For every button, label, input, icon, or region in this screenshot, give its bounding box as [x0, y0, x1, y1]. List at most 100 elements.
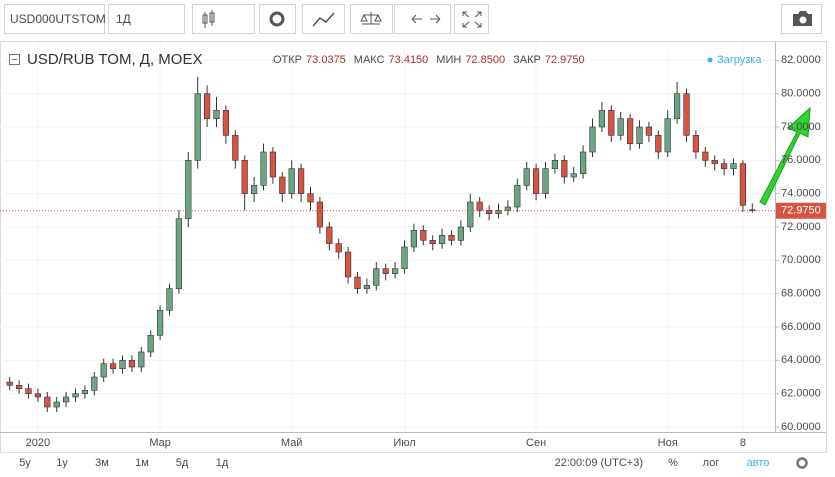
candle-body — [551, 160, 558, 169]
candle-body — [222, 110, 230, 136]
scale-button[interactable]: авто — [747, 457, 770, 469]
candle-body — [683, 93, 690, 136]
candle-body — [119, 360, 126, 369]
candle-body — [382, 268, 389, 274]
range-button[interactable]: 5у — [19, 457, 31, 469]
indicators-button[interactable] — [302, 4, 345, 34]
candle-body — [53, 401, 60, 408]
y-tick-label: 64.0000 — [781, 354, 821, 366]
ohlc-value: 72.8500 — [465, 54, 505, 66]
ohlc-value: 73.0375 — [306, 54, 346, 66]
candle-body — [438, 235, 446, 244]
range-button[interactable]: 1у — [56, 457, 68, 469]
range-button[interactable]: 1м — [135, 457, 149, 469]
candle-body — [260, 151, 267, 186]
candle-body — [344, 251, 352, 278]
candle-body — [185, 160, 192, 219]
candle-body — [711, 160, 718, 164]
candle-body — [326, 226, 333, 244]
footer: 5у 1у 3м 1м 5д 1д 22:00:09 (UTC+3)% лог авто — [19, 457, 769, 469]
candle-icon — [202, 10, 215, 28]
candle-body — [363, 285, 371, 289]
scale-button[interactable]: лог — [703, 457, 720, 469]
y-tick-label: 80.0000 — [781, 88, 821, 100]
fullscreen-icon — [462, 11, 482, 28]
candle-body — [702, 151, 709, 161]
candle-body — [138, 351, 145, 368]
candle-body — [147, 335, 154, 353]
arrow-annotation — [759, 106, 811, 206]
y-tick-label: 72.0000 — [781, 221, 821, 233]
candle-body — [335, 243, 342, 253]
x-tick-label: Май — [281, 437, 303, 449]
candle-body — [128, 360, 136, 368]
undo-redo[interactable] — [394, 4, 451, 34]
y-tick-label: 68.0000 — [781, 288, 821, 300]
range-button[interactable]: 5д — [176, 457, 189, 469]
y-tick-label: 74.0000 — [781, 188, 821, 200]
candle-body — [504, 206, 512, 211]
camera-lens — [799, 16, 807, 24]
range-button[interactable]: 3м — [95, 457, 109, 469]
x-tick-label: 2020 — [26, 437, 50, 449]
time-label: 22:00:09 (UTC+3) — [555, 457, 643, 469]
y-tick-label: 70.0000 — [781, 254, 821, 266]
candle-body — [532, 168, 540, 194]
candle-body — [232, 135, 239, 161]
ohlc-value: 73.4150 — [389, 54, 429, 66]
y-tick-label: 62.0000 — [781, 388, 821, 400]
y-tick-label: 78.0000 — [781, 121, 821, 133]
fullscreen-button[interactable] — [454, 4, 489, 34]
candle-body — [608, 110, 615, 136]
indicator-icon — [312, 12, 335, 27]
candle-body — [749, 209, 756, 212]
candle-body — [307, 193, 314, 203]
symbol-box[interactable] — [4, 4, 105, 34]
candle-body — [457, 226, 465, 241]
candle-body — [429, 240, 436, 244]
scale-button[interactable]: % — [668, 457, 678, 469]
y-tick-label: 60.0000 — [781, 421, 821, 433]
candle-body — [391, 268, 399, 274]
candle-body — [720, 163, 728, 169]
footer-settings[interactable] — [796, 457, 808, 469]
x-tick-label: Мар — [149, 437, 171, 449]
range-button[interactable]: 1д — [216, 457, 229, 469]
candle-body — [514, 185, 521, 208]
last-price-box — [776, 202, 826, 219]
x-tick-label: Сен — [526, 437, 546, 449]
candle-body — [241, 160, 248, 194]
candle-body — [410, 230, 418, 248]
interval[interactable]: 1Д — [116, 12, 131, 26]
candle-body — [44, 396, 51, 408]
candle-body — [251, 185, 258, 194]
candle-body — [420, 230, 427, 241]
candle-body — [297, 168, 305, 194]
candle-body — [448, 235, 455, 241]
candle-body — [467, 201, 474, 228]
candle-body — [269, 151, 277, 178]
candle-body — [655, 135, 662, 153]
candle-body — [166, 288, 173, 311]
candle-body — [579, 151, 587, 174]
candle-body — [194, 93, 201, 161]
x-tick-label: 8 — [740, 437, 746, 449]
candle-body — [373, 268, 380, 286]
ohlc-label: МАКС — [354, 54, 385, 66]
ohlc-label: ЗАКР — [513, 54, 541, 66]
candle-body — [15, 385, 23, 389]
candle-body — [279, 176, 286, 194]
last-price-label: 72.9750 — [781, 205, 821, 217]
symbol[interactable]: USD000UTSTOM — [10, 12, 106, 26]
ohlc-legend: ОТКР 73.0375 МАКС 73.4150 МИН 72.8500 ЗАКР 72.9… — [273, 54, 585, 66]
candle-body — [6, 381, 13, 386]
status: Загрузка — [717, 54, 762, 66]
settings-button[interactable] — [259, 4, 296, 34]
interval-box[interactable] — [108, 4, 185, 34]
chart-style-button[interactable] — [192, 4, 255, 34]
candle-body — [25, 388, 32, 394]
candle-body — [561, 160, 568, 178]
arrows-icon — [411, 14, 441, 24]
candle-body — [570, 173, 577, 178]
